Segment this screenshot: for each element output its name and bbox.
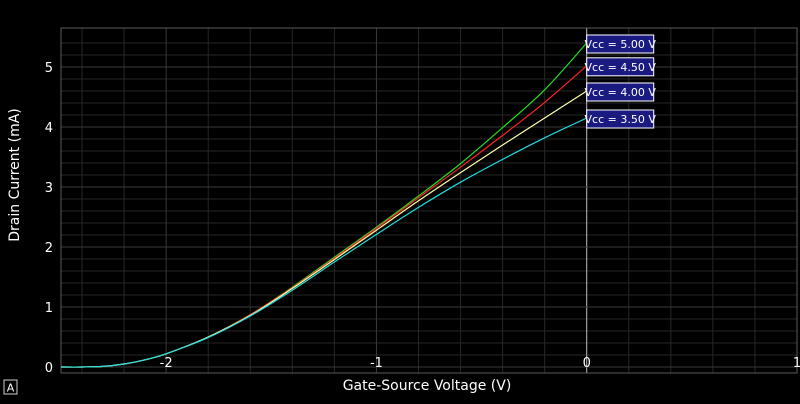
legend-label: Vcc = 5.00 V <box>585 38 657 51</box>
legend-label: Vcc = 4.00 V <box>585 86 657 99</box>
legend-item: Vcc = 3.50 V <box>585 109 657 129</box>
x-tick-label: -1 <box>370 356 383 371</box>
y-tick-label: 2 <box>45 241 53 256</box>
y-tick-label: 4 <box>45 121 53 136</box>
legend: Vcc = 5.00 V Vcc = 4.50 V Vcc = 4.00 V Vcc … <box>585 34 657 129</box>
legend-label: Vcc = 3.50 V <box>585 113 657 126</box>
legend-label: Vcc = 4.50 V <box>585 61 657 74</box>
x-tick-label: 0 <box>583 356 591 371</box>
autoscale-icon[interactable]: A <box>3 379 18 395</box>
legend-item: Vcc = 4.50 V <box>585 57 657 77</box>
autoscale-icon-glyph[interactable]: A <box>7 382 15 395</box>
y-tick-label: 5 <box>45 61 53 76</box>
y-tick-label: 3 <box>45 181 53 196</box>
x-axis-label: Gate-Source Voltage (V) <box>343 378 512 394</box>
x-tick-label: 1 <box>793 356 800 371</box>
tick-labels: -2 -1 0 1 0 1 2 3 4 5 <box>45 61 800 376</box>
grid <box>61 28 798 373</box>
legend-item: Vcc = 5.00 V <box>585 34 657 54</box>
legend-label-box <box>586 109 655 129</box>
autoscale-icon-box[interactable] <box>3 379 18 395</box>
x-tick-label: -2 <box>160 356 173 371</box>
y-tick-label: 1 <box>45 301 53 316</box>
series-layer <box>60 42 588 368</box>
plot-area-border <box>60 27 798 374</box>
legend-label-box <box>586 82 655 102</box>
legend-item: Vcc = 4.00 V <box>585 82 657 102</box>
y-axis-label: Drain Current (mA) <box>7 108 23 242</box>
y-tick-label: 0 <box>45 361 53 376</box>
legend-label-box <box>586 34 655 54</box>
legend-label-box <box>586 57 655 77</box>
series-line-3 <box>60 117 587 368</box>
